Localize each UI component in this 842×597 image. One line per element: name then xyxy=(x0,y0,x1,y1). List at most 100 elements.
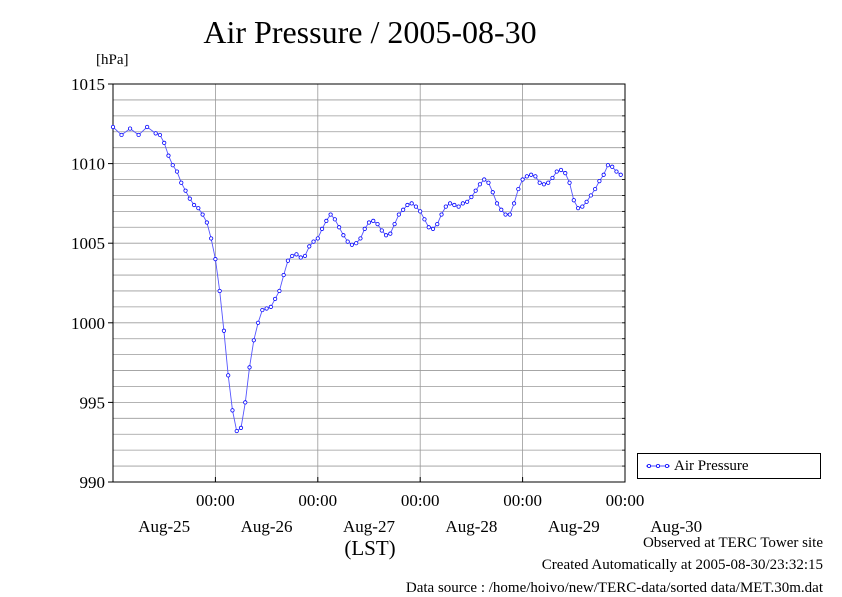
data-point xyxy=(422,217,427,222)
legend-label-air-pressure: Air Pressure xyxy=(674,457,749,474)
legend: Air Pressure xyxy=(637,453,821,479)
x-tick-label-time: 00:00 xyxy=(606,491,645,510)
data-point xyxy=(409,201,414,206)
y-tick-label: 1005 xyxy=(71,234,105,253)
x-tick-label-day: Aug-29 xyxy=(548,517,600,536)
data-point xyxy=(371,218,376,224)
data-point xyxy=(328,212,333,217)
data-point xyxy=(234,428,239,434)
data-point xyxy=(243,400,248,405)
data-point xyxy=(584,199,589,204)
data-point xyxy=(494,201,500,206)
data-point xyxy=(418,209,423,214)
x-tick-label-day: Aug-27 xyxy=(343,517,395,536)
data-point xyxy=(379,228,384,233)
data-point xyxy=(597,179,602,184)
data-point xyxy=(362,226,367,231)
data-point xyxy=(162,140,167,146)
data-point xyxy=(469,194,474,200)
data-point xyxy=(460,201,465,206)
data-point xyxy=(499,207,504,212)
data-point xyxy=(324,218,329,224)
data-point xyxy=(541,182,547,187)
data-point xyxy=(251,338,256,343)
data-point xyxy=(302,253,308,259)
footer-observed-site: Observed at TERC Tower site xyxy=(642,535,823,551)
data-point xyxy=(345,239,350,244)
data-point xyxy=(238,425,244,430)
data-point xyxy=(401,207,406,212)
data-point xyxy=(465,199,470,204)
y-tick-label: 995 xyxy=(80,393,106,412)
data-point xyxy=(567,180,572,185)
data-point xyxy=(153,131,158,136)
data-point xyxy=(358,236,363,241)
y-axis: 990 995 1000 1005 1010 1015 xyxy=(71,75,625,492)
data-point xyxy=(247,365,252,370)
data-point xyxy=(264,306,269,311)
data-point xyxy=(430,226,436,231)
data-point xyxy=(447,201,453,206)
data-point xyxy=(452,202,457,208)
data-point xyxy=(213,257,218,262)
data-point xyxy=(529,172,534,177)
data-point xyxy=(145,124,150,130)
data-point xyxy=(191,202,197,208)
grid-lines xyxy=(113,84,626,482)
data-point xyxy=(349,242,355,247)
data-point xyxy=(127,126,133,131)
x-tick-label-time: 00:00 xyxy=(298,491,337,510)
x-tick-label-time: 00:00 xyxy=(196,491,235,510)
data-point xyxy=(268,304,273,309)
data-point xyxy=(375,221,380,227)
data-point xyxy=(221,328,227,333)
data-point xyxy=(183,188,188,193)
data-point xyxy=(119,132,124,138)
data-point xyxy=(200,212,205,217)
data-point xyxy=(341,233,346,238)
y-tick-label: 1010 xyxy=(71,155,105,174)
data-point xyxy=(260,307,265,313)
x-axis: Aug-25 00:00 Aug-26 00:00 Aug-27 00:00 Aug-28 0… xyxy=(138,477,702,536)
data-point xyxy=(277,288,282,294)
footer-data-source: Data source : /home/hoivo/new/TERC-data/… xyxy=(405,580,823,596)
data-point xyxy=(482,177,487,182)
data-point xyxy=(388,231,393,236)
legend-marker-icon xyxy=(646,464,670,469)
data-point xyxy=(319,226,325,231)
data-point xyxy=(554,169,559,174)
data-point xyxy=(490,190,495,195)
y-axis-unit-label: [hPa] xyxy=(96,52,129,68)
data-point xyxy=(174,169,180,174)
x-tick-label-time: 00:00 xyxy=(503,491,542,510)
data-point xyxy=(524,174,529,179)
data-point xyxy=(298,255,303,260)
series-air-pressure xyxy=(110,124,623,434)
data-point xyxy=(332,217,337,222)
data-point xyxy=(396,212,401,217)
x-tick-label-day: Aug-30 xyxy=(650,517,702,536)
data-point xyxy=(230,408,235,413)
data-point xyxy=(273,296,278,302)
y-tick-label: 1015 xyxy=(71,75,105,94)
data-point xyxy=(503,212,508,217)
data-point xyxy=(354,241,359,246)
footer-created-timestamp: Created Automatically at 2005-08-30/23:3… xyxy=(541,557,823,573)
data-point xyxy=(520,177,525,182)
data-point xyxy=(456,204,461,209)
x-tick-label-day: Aug-26 xyxy=(241,517,293,536)
data-point xyxy=(110,124,116,130)
data-point xyxy=(435,221,440,227)
data-point xyxy=(157,132,163,138)
data-point xyxy=(315,236,320,241)
data-point xyxy=(392,221,397,227)
data-point xyxy=(473,188,478,193)
data-point xyxy=(405,202,410,208)
data-point xyxy=(307,244,312,249)
data-point xyxy=(290,253,295,259)
data-point xyxy=(507,212,512,217)
data-point xyxy=(610,164,615,169)
data-point xyxy=(439,212,444,217)
data-point xyxy=(285,258,291,263)
